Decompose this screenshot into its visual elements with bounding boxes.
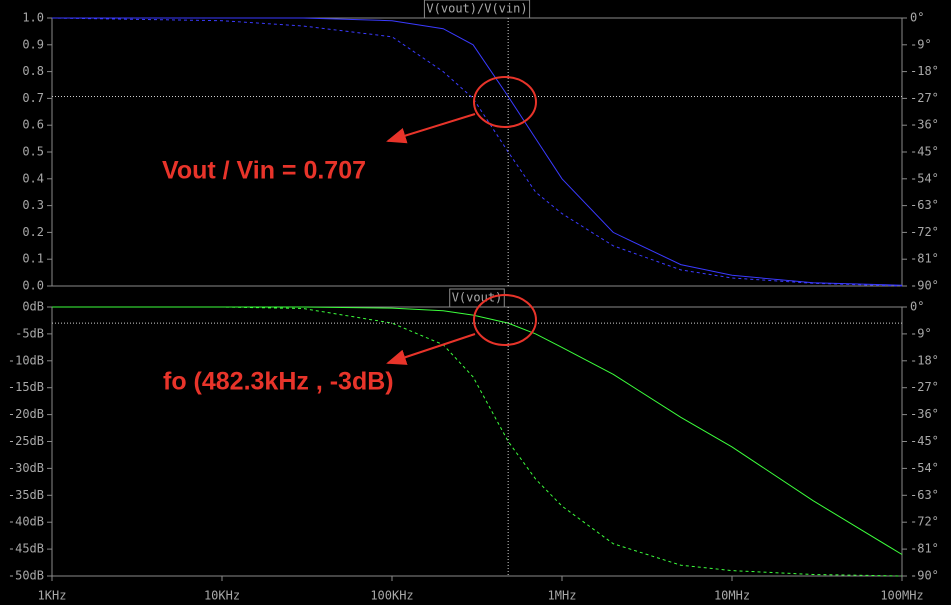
title-box: [423, 0, 531, 19]
highlight-circle: [473, 76, 537, 128]
plot-title: V(vout): [452, 291, 503, 305]
x-tick-label: 10MHz: [714, 589, 750, 603]
y2-tick-label: -90°: [910, 569, 939, 583]
y-tick-label: 1.0: [22, 11, 44, 25]
y2-tick-label: -9°: [910, 326, 932, 340]
y-tick-label: -45dB: [8, 542, 44, 556]
title-box: [449, 288, 505, 308]
y2-tick-label: -63°: [910, 488, 939, 502]
y-tick-label: -25dB: [8, 434, 44, 448]
y2-tick-label: 0°: [910, 300, 924, 314]
x-tick-label: 100MHz: [880, 589, 923, 603]
y2-tick-label: -90°: [910, 279, 939, 293]
plot-frame: [51, 17, 903, 287]
annotation: fo (482.3kHz , -3dB): [163, 368, 394, 396]
y-tick-label: 0.6: [22, 118, 44, 132]
magnitude-line: [52, 17, 903, 286]
phase-line: [52, 306, 903, 577]
y2-tick-label: 0°: [910, 11, 924, 25]
y2-tick-label: -54°: [910, 461, 939, 475]
y-tick-label: 0dB: [22, 300, 44, 314]
y-tick-label: 0.3: [22, 198, 44, 212]
annotation-arrow: [386, 113, 476, 144]
y2-tick-label: -54°: [910, 171, 939, 185]
x-tick-label: 1MHz: [548, 589, 577, 603]
y-tick-label: -35dB: [8, 488, 44, 502]
y-tick-label: 0.1: [22, 252, 44, 266]
phase-line: [51, 17, 903, 287]
y-tick-label: 0.7: [22, 91, 44, 105]
y2-tick-label: -36°: [910, 118, 939, 132]
x-tick-label: 1KHz: [38, 589, 67, 603]
magnitude-line: [52, 306, 903, 555]
y-tick-label: -20dB: [8, 407, 44, 421]
y2-tick-label: -18°: [910, 64, 939, 78]
y-tick-label: -5dB: [15, 326, 44, 340]
y2-tick-label: -18°: [910, 353, 939, 367]
x-tick-label: 100KHz: [370, 589, 413, 603]
y2-tick-label: -72°: [910, 515, 939, 529]
y2-tick-label: -36°: [910, 407, 939, 421]
y2-tick-label: -27°: [910, 380, 939, 394]
y2-tick-label: -45°: [910, 434, 939, 448]
y-tick-label: -15dB: [8, 380, 44, 394]
plot-frame: [51, 306, 903, 577]
plot-title: V(vout)/V(vin): [426, 2, 527, 16]
y-tick-label: -10dB: [8, 353, 44, 367]
y-tick-label: 0.0: [22, 279, 44, 293]
y2-tick-label: -9°: [910, 37, 932, 51]
y-tick-label: 0.5: [22, 145, 44, 159]
annotation-arrow: [386, 333, 476, 365]
y2-tick-label: -63°: [910, 198, 939, 212]
y-tick-label: 0.8: [22, 64, 44, 78]
y-tick-label: -40dB: [8, 515, 44, 529]
y2-tick-label: -27°: [910, 91, 939, 105]
y2-tick-label: -72°: [910, 225, 939, 239]
highlight-circle: [473, 294, 537, 346]
annotation: Vout / Vin = 0.707: [162, 157, 366, 185]
y2-tick-label: -81°: [910, 252, 939, 266]
y-tick-label: 0.2: [22, 225, 44, 239]
x-tick-label: 10KHz: [204, 589, 240, 603]
y-tick-label: 0.9: [22, 37, 44, 51]
y2-tick-label: -81°: [910, 542, 939, 556]
y-tick-label: -30dB: [8, 461, 44, 475]
y2-tick-label: -45°: [910, 145, 939, 159]
y-tick-label: 0.4: [22, 171, 44, 185]
y-tick-label: -50dB: [8, 569, 44, 583]
